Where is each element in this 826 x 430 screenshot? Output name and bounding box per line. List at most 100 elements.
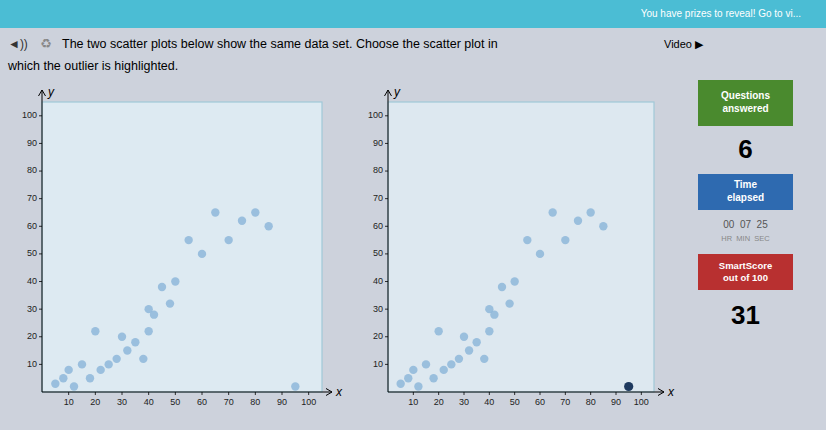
point [131,338,139,346]
x-tick [175,392,176,395]
x-axis-arrow [658,389,664,396]
y-tick-label: 70 [27,193,37,203]
point [460,333,468,341]
text-line: out of 100 [723,272,768,283]
point [224,236,232,244]
y-tick [385,364,388,365]
questions-count: 6 [738,134,752,164]
point [139,355,147,363]
x-tick-label: 10 [64,397,74,407]
point [599,222,607,230]
point [291,382,299,390]
y-tick [385,281,388,282]
point [144,327,152,335]
y-tick [385,171,388,172]
x-tick-label: 60 [197,397,207,407]
smartscore-label: SmartScoreout of 100 [719,260,772,283]
point [465,346,473,354]
point [523,236,531,244]
point [510,277,518,285]
point [104,360,112,368]
x-tick-label: 50 [510,397,520,407]
point [78,360,86,368]
x-tick [413,392,414,395]
x-tick [202,392,203,395]
point [404,374,412,382]
point [86,374,94,382]
video-label[interactable]: Video ▶ [664,38,704,50]
x-tick-label: 100 [301,397,316,407]
y-tick-label: 80 [373,165,383,175]
y-tick-label: 40 [373,276,383,286]
y-axis-line [42,90,43,392]
y-tick [39,143,42,144]
y-tick-label: 60 [27,221,37,231]
page-background [0,0,826,430]
point [490,310,498,318]
x-tick-label: 30 [117,397,127,407]
y-tick-label: 10 [373,359,383,369]
point [184,236,192,244]
x-tick-label: 20 [90,397,100,407]
y-axis-label: y [47,85,55,99]
y-axis-line [388,90,389,392]
y-tick-label: 20 [27,331,37,341]
point [414,382,422,390]
point [536,250,544,258]
plot-background [42,102,322,392]
point [548,208,556,216]
x-tick-label: 80 [586,397,596,407]
y-tick [385,115,388,116]
questions-box [698,80,793,126]
x-tick [148,392,149,395]
point [586,208,594,216]
plot-frame [42,102,322,392]
questions-label: Questionsanswered [721,90,770,114]
y-tick [39,281,42,282]
y-tick [385,143,388,144]
point [198,250,206,258]
x-tick-label: 70 [560,397,570,407]
x-tick [464,392,465,395]
point [158,283,166,291]
title-line: which the outlier is highlighted. [7,59,178,73]
point [434,327,442,335]
point [472,338,480,346]
point [59,374,67,382]
x-tick [438,392,439,395]
x-axis-line [42,392,332,393]
point [455,355,463,363]
x-tick-label: 40 [484,397,494,407]
point [251,208,259,216]
y-tick-label: 100 [368,110,383,120]
x-axis-label: x [335,385,343,399]
point [123,346,131,354]
x-tick [68,392,69,395]
time-units: HR MIN SEC [721,234,770,243]
y-tick [39,309,42,310]
scatter-plot: 1020304050607080901001020304050607080901… [368,85,675,407]
point [480,355,488,363]
x-tick-label: 100 [634,397,649,407]
x-tick [255,392,256,395]
x-tick [308,392,309,395]
x-tick [565,392,566,395]
y-axis-arrow [385,90,392,96]
point [118,333,126,341]
time-box [698,174,793,210]
header-text: You have prizes to reveal! Go to vi... [641,8,801,19]
smartscore-box [698,254,793,290]
y-tick-label: 20 [373,331,383,341]
x-tick [590,392,591,395]
text-line: Questions [721,90,770,101]
y-tick-label: 90 [373,138,383,148]
y-tick-label: 50 [373,248,383,258]
y-tick-label: 90 [27,138,37,148]
y-tick [39,364,42,365]
point [561,236,569,244]
x-tick [514,392,515,395]
x-axis-label: x [667,385,675,399]
point [64,366,72,374]
speaker-icon: ◄)) [8,37,28,51]
points [51,208,299,390]
